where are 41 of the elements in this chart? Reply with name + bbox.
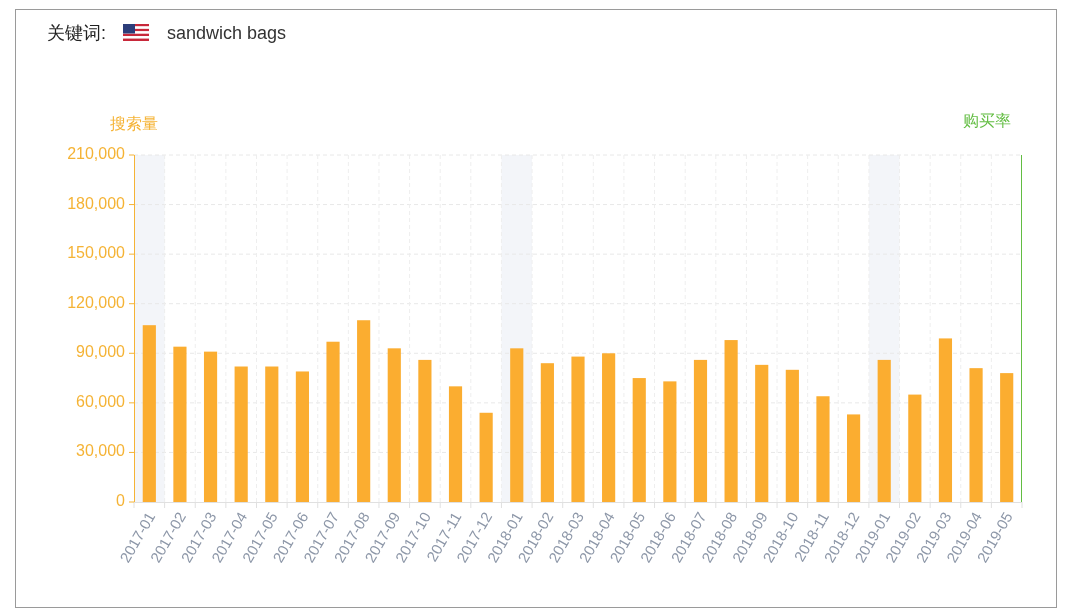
bar bbox=[693, 359, 708, 502]
bar bbox=[234, 366, 248, 502]
y2-axis-title: 购买率 bbox=[963, 112, 1011, 129]
bar bbox=[847, 414, 861, 502]
bar bbox=[877, 359, 891, 502]
y-tick-label: 30,000 bbox=[76, 442, 126, 460]
bar bbox=[969, 368, 983, 502]
bar bbox=[908, 394, 922, 502]
bar bbox=[510, 348, 524, 502]
bar bbox=[357, 320, 371, 502]
bar bbox=[387, 348, 401, 502]
bar bbox=[418, 359, 432, 502]
chart-title: 关键词: bbox=[47, 23, 107, 43]
bar bbox=[785, 369, 799, 502]
y-tick-label: 90,000 bbox=[76, 343, 126, 361]
y-tick-label: 150,000 bbox=[67, 244, 126, 262]
bar bbox=[540, 363, 554, 502]
bar bbox=[632, 378, 646, 502]
bar bbox=[203, 351, 218, 502]
y-tick-label: 60,000 bbox=[76, 393, 126, 411]
bar bbox=[295, 371, 309, 502]
bar bbox=[571, 356, 585, 502]
bar bbox=[724, 340, 738, 502]
y-tick-label: 0 bbox=[116, 492, 126, 510]
bar bbox=[755, 364, 769, 502]
bar bbox=[816, 396, 830, 502]
bar bbox=[1000, 373, 1014, 502]
bar bbox=[326, 341, 340, 502]
bar bbox=[265, 366, 279, 502]
bar bbox=[173, 346, 187, 502]
bar bbox=[448, 386, 463, 502]
bar bbox=[479, 412, 493, 502]
y-axis-title: 搜索量 bbox=[110, 115, 158, 132]
y-tick-label: 120,000 bbox=[67, 293, 126, 311]
y-tick-label: 180,000 bbox=[67, 194, 126, 212]
bar bbox=[663, 381, 677, 502]
y-tick-label: 210,000 bbox=[67, 145, 126, 163]
bar bbox=[142, 325, 156, 502]
bar bbox=[602, 353, 616, 502]
bar bbox=[938, 338, 953, 502]
chart-subtitle: sandwich bags bbox=[167, 23, 287, 43]
